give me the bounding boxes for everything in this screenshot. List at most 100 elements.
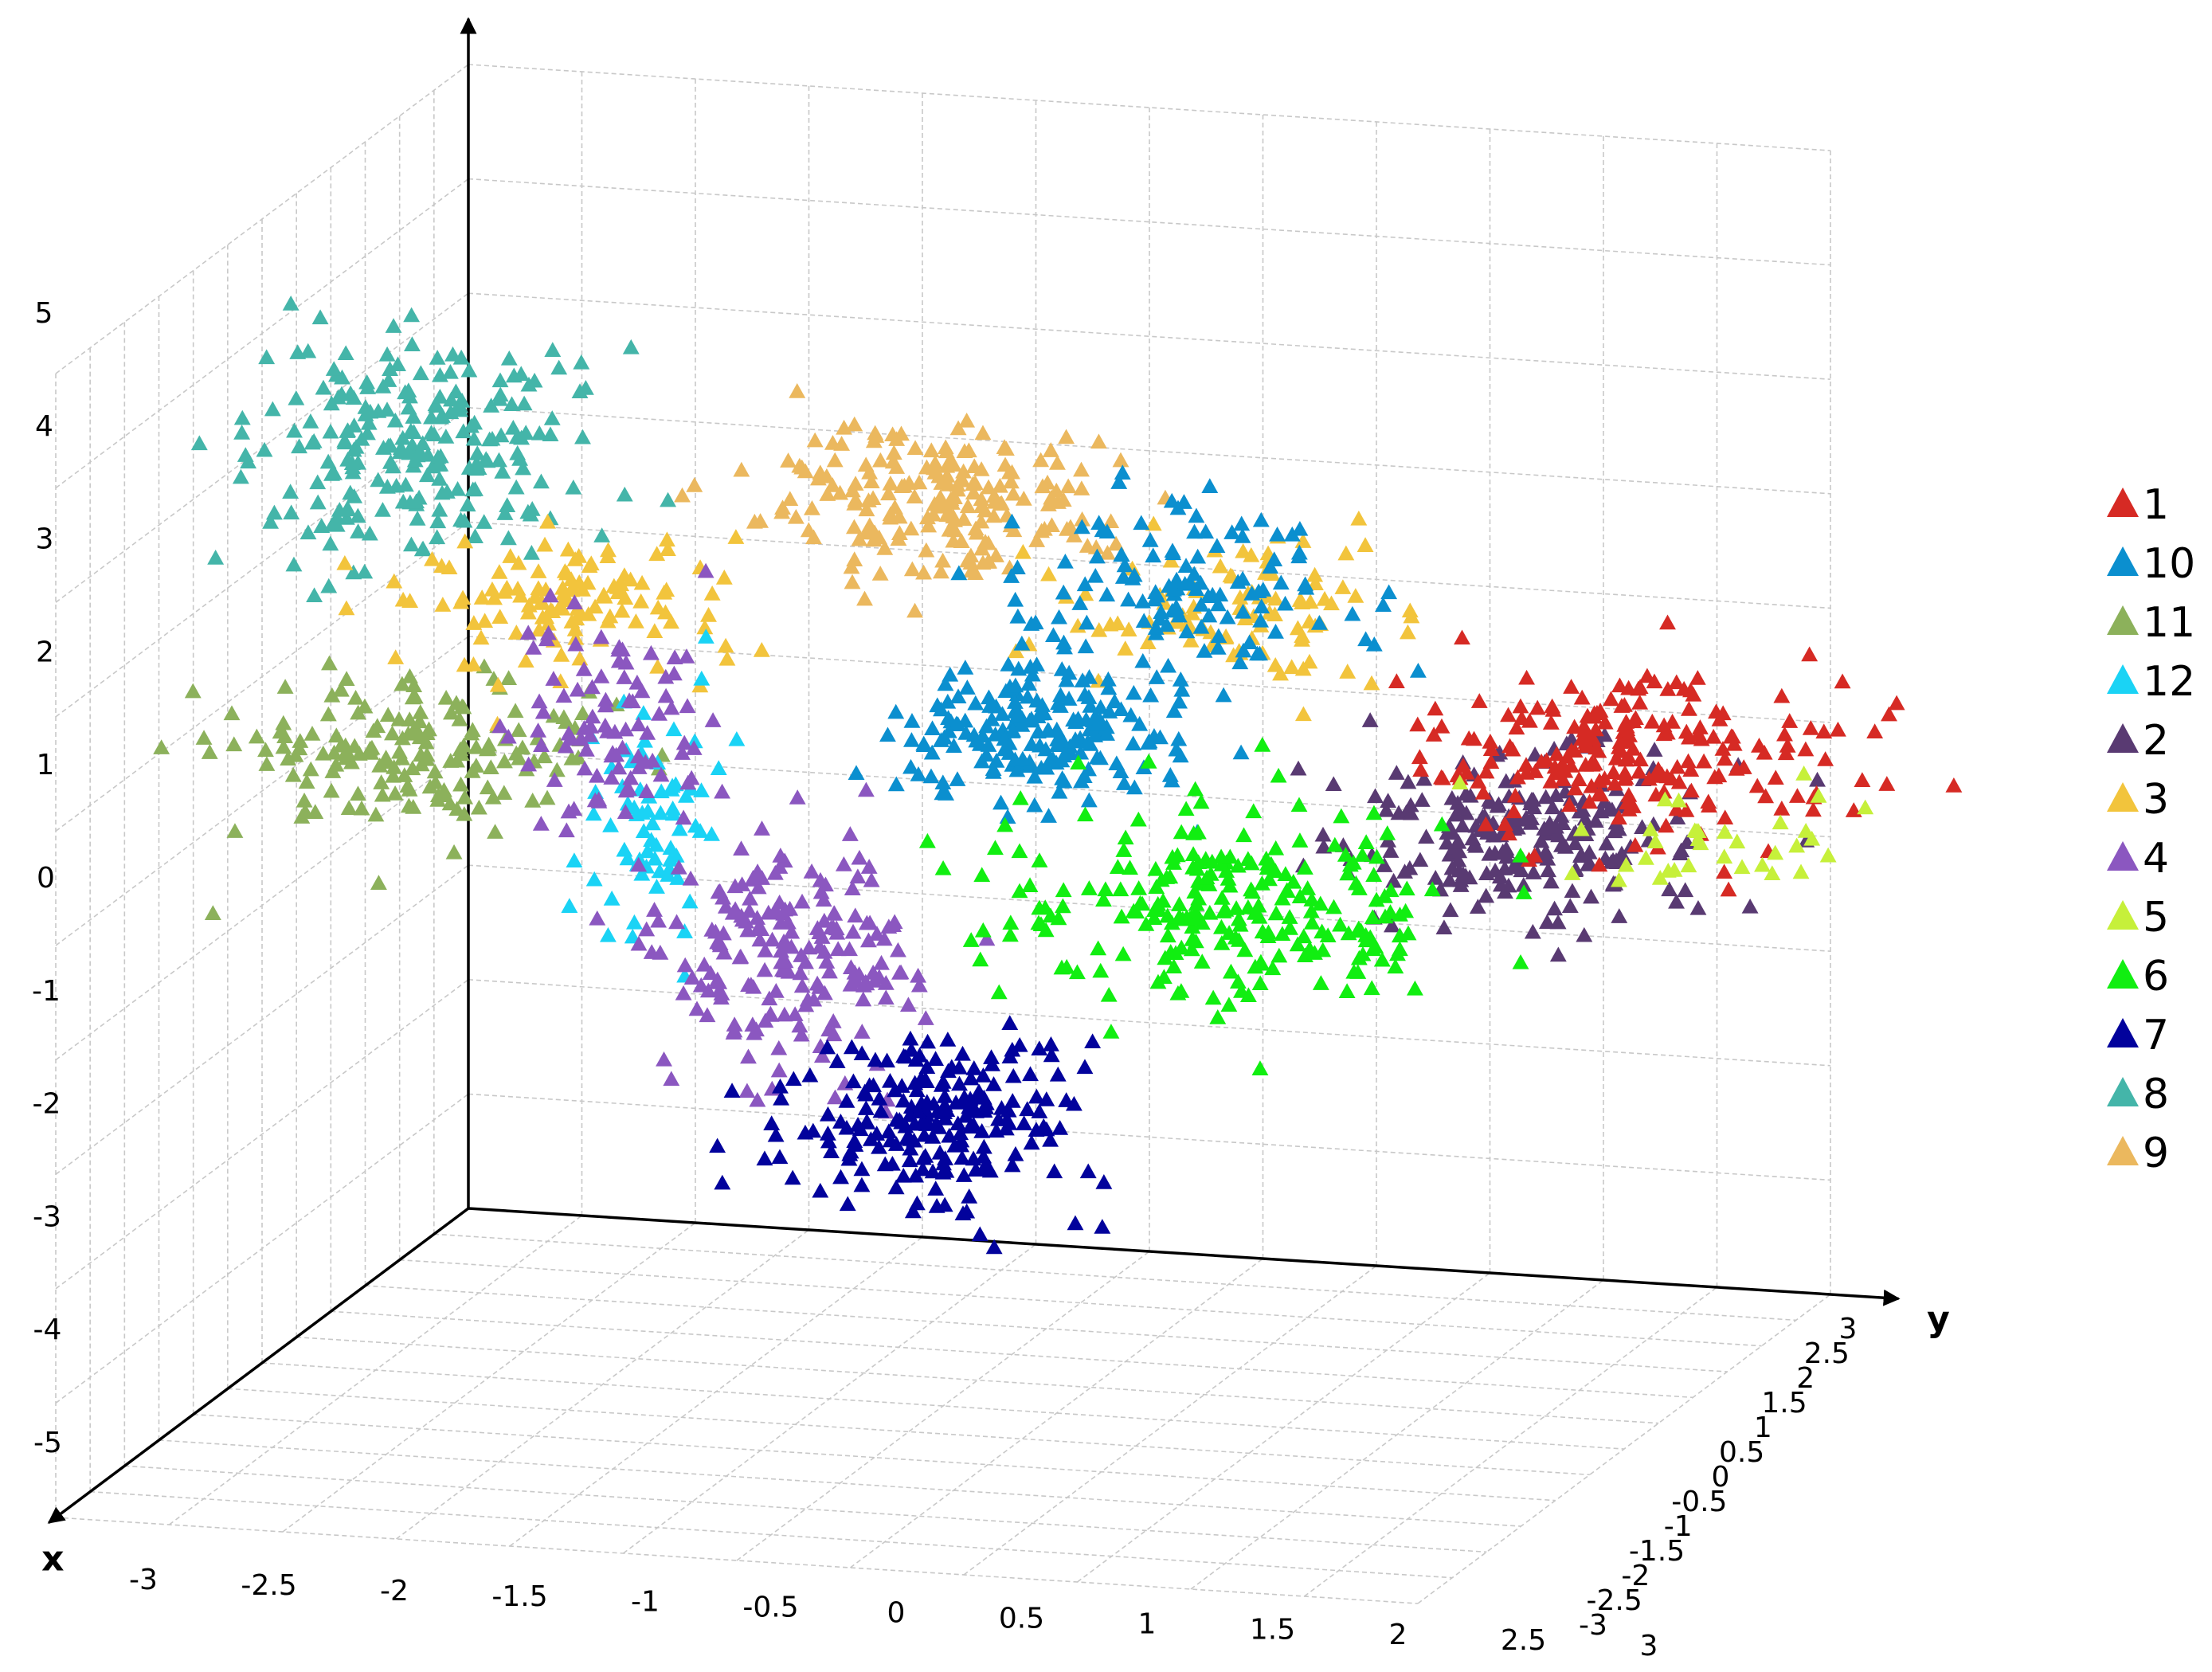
point-series-8 [300,343,317,358]
point-series-6 [1165,958,1183,973]
point-series-11 [386,785,404,801]
point-series-2 [1402,805,1419,820]
point-series-10 [929,697,946,713]
point-series-2 [1611,908,1628,923]
point-series-1 [1638,668,1656,683]
point-series-10 [1074,672,1091,687]
point-series-9 [832,484,849,500]
point-series-9 [871,529,888,545]
point-series-10 [1007,591,1024,607]
point-series-1 [1613,698,1631,713]
point-series-4 [791,1017,808,1033]
point-series-2 [1576,926,1593,942]
point-series-10 [922,768,940,784]
point-series-7 [895,1167,912,1183]
point-series-7 [812,1182,829,1198]
point-series-6 [1227,900,1245,915]
point-series-8 [622,339,640,354]
point-series-3 [1334,579,1352,594]
point-series-4 [617,721,635,737]
point-series-11 [275,738,292,754]
point-series-3 [627,613,644,628]
point-series-4 [813,929,831,944]
point-series-8 [345,564,362,580]
point-series-6 [1031,899,1048,915]
point-series-3 [473,589,491,605]
point-series-4 [670,859,687,875]
point-series-1 [1627,836,1644,852]
point-series-12 [639,802,656,818]
y-tick-label: 1 [1754,1412,1772,1444]
point-series-5 [1788,837,1806,853]
z-tick-label: 5 [35,297,53,330]
point-series-6 [1338,983,1356,999]
point-series-9 [940,476,957,491]
point-series-7 [714,1174,731,1190]
floor-gridline [399,1259,1762,1347]
point-series-4 [616,669,633,684]
point-series-2 [1314,826,1332,842]
point-series-4 [697,562,714,578]
point-series-4 [638,921,656,937]
point-series-2 [1443,859,1461,875]
point-series-10 [1196,643,1213,658]
point-series-11 [258,756,276,771]
legend-marker [2107,841,2139,871]
point-series-11 [386,759,403,774]
point-series-10 [1051,698,1069,713]
point-series-12 [602,817,620,832]
point-series-1 [1548,746,1565,762]
point-series-4 [776,962,793,977]
point-series-1 [1611,734,1629,750]
point-series-10 [1004,722,1022,738]
point-series-11 [535,748,553,764]
point-series-4 [849,868,867,884]
point-series-2 [1539,850,1556,866]
point-series-7 [880,1123,898,1139]
point-series-1 [1563,679,1580,694]
point-series-1 [1682,682,1699,698]
point-series-4 [546,772,563,787]
point-series-1 [1678,802,1695,817]
z-tick-label: 3 [36,523,54,556]
point-series-1 [1655,717,1673,733]
point-series-6 [1220,871,1237,886]
point-series-4 [770,1062,788,1078]
point-series-2 [1457,867,1474,883]
point-series-2 [1498,848,1516,864]
point-series-3 [703,585,721,601]
point-series-3 [586,598,604,614]
point-series-9 [819,486,836,501]
point-series-3 [1294,628,1311,644]
point-series-4 [841,826,859,841]
point-series-1 [1881,706,1897,722]
point-series-8 [616,486,633,502]
point-series-9 [880,485,897,501]
point-series-8 [392,440,409,455]
point-series-6 [1302,903,1320,918]
point-series-4 [899,997,917,1012]
point-series-9 [888,459,906,474]
point-series-1 [1584,756,1601,772]
point-series-7 [881,1072,899,1088]
z-tick-label: -2 [33,1088,61,1121]
point-series-5 [1795,766,1813,781]
point-series-2 [1382,843,1400,858]
point-series-7 [1023,1134,1040,1150]
point-series-9 [1073,480,1090,495]
point-series-4 [734,876,751,891]
point-series-10 [1269,526,1286,542]
point-series-11 [350,785,366,801]
point-series-12 [648,879,665,894]
point-series-10 [1023,711,1040,726]
point-series-10 [1125,684,1142,700]
point-series-11 [468,758,485,773]
point-series-6 [1312,975,1329,990]
point-series-11 [184,683,202,699]
point-series-6 [1282,920,1298,935]
point-series-8 [339,423,356,438]
y-axis-label: y [1927,1298,1950,1339]
point-series-3 [596,588,613,604]
